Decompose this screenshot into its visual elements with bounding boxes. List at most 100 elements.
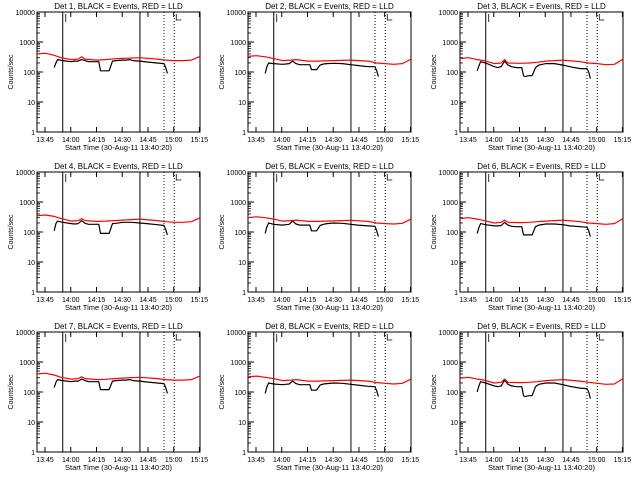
y-tick-label: 10 xyxy=(27,100,35,107)
y-tick-label: 10 xyxy=(27,420,35,427)
x-tick-label: 14:45 xyxy=(350,297,368,304)
y-axis-label: Counts/sec xyxy=(8,54,15,90)
y-tick-label: 1 xyxy=(242,130,246,137)
plot-panel-1: Det 1, BLACK = Events, RED = LLD 1 10 100 10… xyxy=(8,2,208,152)
y-tick-label: 10 xyxy=(238,260,246,267)
x-tick-label: 15:15 xyxy=(191,457,209,464)
lld-series-line xyxy=(247,375,412,385)
lld-series-line xyxy=(36,214,201,223)
y-tick-label: 1000 xyxy=(442,40,458,47)
x-axis-label: Start Time (30-Aug-11 13:40:20) xyxy=(276,143,384,152)
plot-title: Det 7, BLACK = Events, RED = LLD xyxy=(54,322,183,331)
plot-title: Det 3, BLACK = Events, RED = LLD xyxy=(477,2,606,11)
x-tick-label: 14:15 xyxy=(88,457,106,464)
plot-frame xyxy=(247,331,412,453)
x-axis-label: Start Time (30-Aug-11 13:40:20) xyxy=(65,303,173,312)
events-series-line xyxy=(264,60,379,77)
x-axis-label: Start Time (30-Aug-11 13:40:20) xyxy=(488,303,596,312)
plot-frame xyxy=(36,11,201,133)
events-series-line xyxy=(476,60,591,79)
lld-series-line xyxy=(459,217,624,225)
x-tick-label: 15:00 xyxy=(588,137,606,144)
events-series-line xyxy=(476,221,591,237)
y-tick-label: 1 xyxy=(454,290,458,297)
x-tick-label: 13:45 xyxy=(459,457,477,464)
x-tick-label: 15:00 xyxy=(165,297,183,304)
flag-marker xyxy=(175,14,182,21)
y-tick-label: 10 xyxy=(238,100,246,107)
events-series-line xyxy=(264,220,379,237)
plot-frame xyxy=(459,171,624,293)
y-tick-label: 10 xyxy=(450,260,458,267)
y-tick-label: 100 xyxy=(23,70,35,77)
x-tick-label: 15:15 xyxy=(402,457,420,464)
events-series-line xyxy=(53,58,168,74)
x-tick-label: 14:00 xyxy=(273,137,291,144)
events-series-line xyxy=(476,379,591,399)
x-tick-label: 14:15 xyxy=(299,297,317,304)
x-tick-label: 14:15 xyxy=(299,137,317,144)
y-tick-label: 10000 xyxy=(16,170,36,177)
x-tick-label: 14:00 xyxy=(485,297,503,304)
x-tick-label: 15:15 xyxy=(191,137,209,144)
x-tick-label: 14:00 xyxy=(273,297,291,304)
y-tick-label: 1 xyxy=(31,290,35,297)
x-tick-label: 15:15 xyxy=(191,297,209,304)
flag-marker xyxy=(386,334,393,341)
y-tick-label: 100 xyxy=(446,390,458,397)
y-tick-label: 100 xyxy=(446,70,458,77)
x-tick-label: 14:45 xyxy=(139,457,157,464)
flag-marker xyxy=(175,174,182,181)
x-tick-label: 13:45 xyxy=(36,137,54,144)
x-axis-label: Start Time (30-Aug-11 13:40:20) xyxy=(65,463,173,472)
x-tick-label: 14:00 xyxy=(62,457,80,464)
x-tick-label: 14:45 xyxy=(562,137,580,144)
x-tick-label: 14:15 xyxy=(511,457,529,464)
x-tick-label: 14:30 xyxy=(113,297,131,304)
plot-panel-3: Det 3, BLACK = Events, RED = LLD 1 10 100 10… xyxy=(431,2,631,152)
y-tick-label: 100 xyxy=(234,390,246,397)
x-tick-label: 13:45 xyxy=(247,457,265,464)
flag-marker xyxy=(386,174,393,181)
y-axis-label: Counts/sec xyxy=(431,214,438,250)
plot-panel-7: Det 7, BLACK = Events, RED = LLD 1 10 100 10… xyxy=(8,322,208,472)
x-tick-label: 14:45 xyxy=(562,457,580,464)
x-tick-label: 13:45 xyxy=(247,297,265,304)
y-tick-label: 100 xyxy=(234,230,246,237)
x-tick-label: 13:45 xyxy=(36,457,54,464)
y-axis-label: Counts/sec xyxy=(219,214,226,250)
y-tick-label: 10000 xyxy=(16,330,36,337)
plot-title: Det 5, BLACK = Events, RED = LLD xyxy=(265,162,394,171)
x-tick-label: 15:00 xyxy=(376,297,394,304)
lld-series-line xyxy=(36,372,201,381)
y-tick-label: 10000 xyxy=(439,170,459,177)
plot-panel-9: Det 9, BLACK = Events, RED = LLD 1 10 100 10… xyxy=(431,322,631,472)
y-tick-label: 10000 xyxy=(439,10,459,17)
x-tick-label: 13:45 xyxy=(247,137,265,144)
y-tick-label: 100 xyxy=(234,70,246,77)
y-axis-label: Counts/sec xyxy=(219,54,226,90)
y-axis-label: Counts/sec xyxy=(219,374,226,410)
y-tick-label: 1000 xyxy=(230,40,246,47)
x-axis-label: Start Time (30-Aug-11 13:40:20) xyxy=(65,143,173,152)
events-series-line xyxy=(53,220,168,236)
x-tick-label: 14:00 xyxy=(273,457,291,464)
x-tick-label: 14:30 xyxy=(324,137,342,144)
y-tick-label: 10000 xyxy=(439,330,459,337)
y-tick-label: 1 xyxy=(454,130,458,137)
x-axis-label: Start Time (30-Aug-11 13:40:20) xyxy=(488,143,596,152)
flag-marker xyxy=(598,14,605,21)
plot-frame xyxy=(247,11,412,133)
y-tick-label: 10000 xyxy=(227,170,247,177)
x-tick-label: 14:30 xyxy=(324,297,342,304)
y-tick-label: 10 xyxy=(450,100,458,107)
y-tick-label: 10 xyxy=(450,420,458,427)
x-tick-label: 14:45 xyxy=(139,137,157,144)
events-series-line xyxy=(264,380,379,397)
x-tick-label: 14:30 xyxy=(113,457,131,464)
x-tick-label: 14:15 xyxy=(88,297,106,304)
x-tick-label: 13:45 xyxy=(459,297,477,304)
x-tick-label: 14:00 xyxy=(485,457,503,464)
lld-series-line xyxy=(247,55,412,65)
